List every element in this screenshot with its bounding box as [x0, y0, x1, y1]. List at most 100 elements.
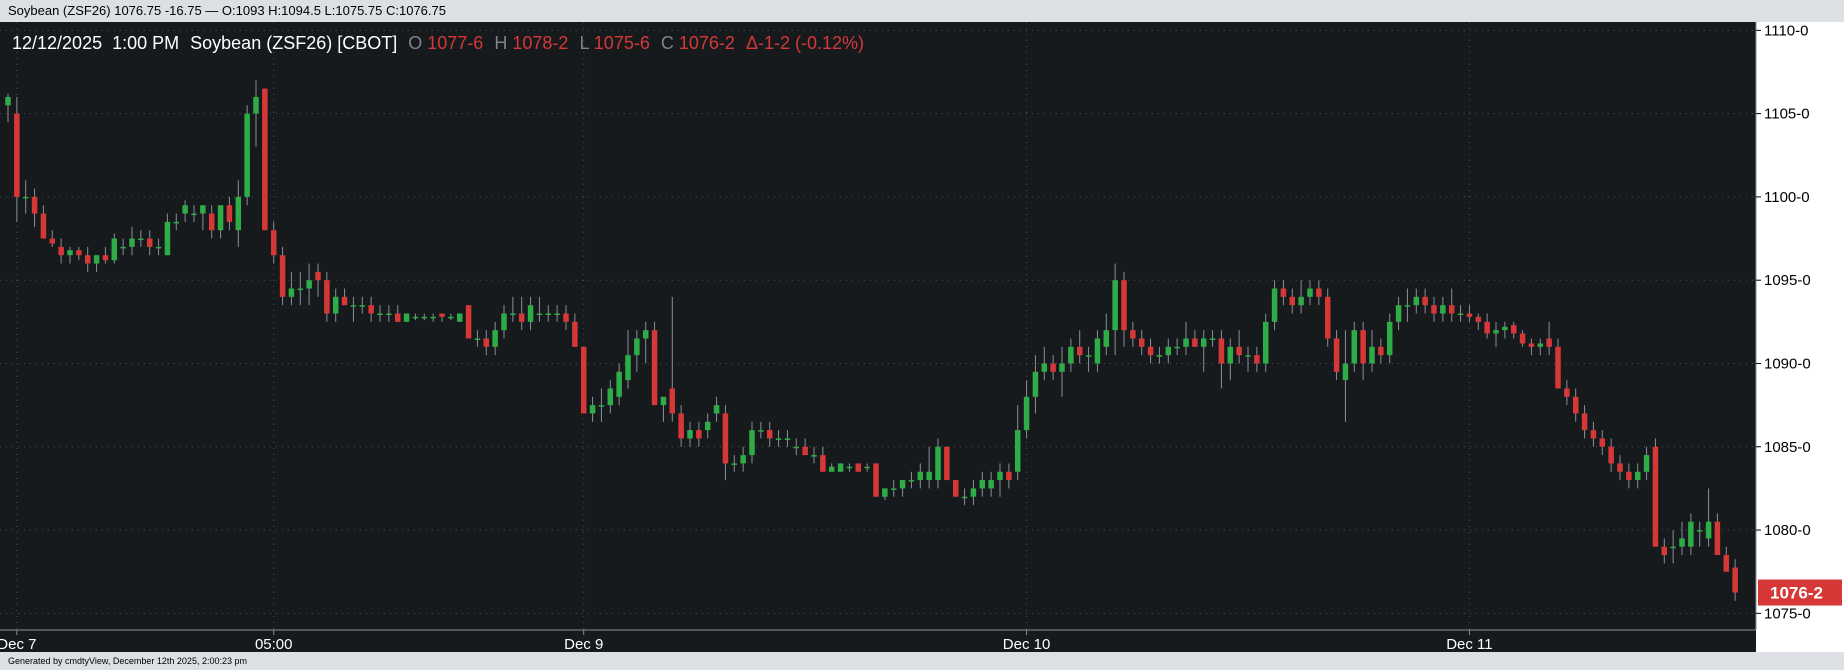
candle-body — [1192, 338, 1198, 347]
candle-body — [731, 463, 738, 465]
x-tick-label: Dec 9 — [564, 636, 603, 652]
y-tick-label: 1090-0 — [1764, 355, 1811, 372]
last-price-badge — [1758, 579, 1842, 606]
candle-body — [642, 330, 649, 339]
candle-body — [1484, 321, 1490, 334]
legend: 12/12/2025 1:00 PM Soybean (ZSF26) [CBOT… — [12, 33, 864, 53]
candle-body — [1236, 346, 1242, 356]
candle-body — [120, 246, 126, 249]
candle-body — [1262, 321, 1269, 364]
candle-body — [84, 255, 91, 264]
candle-body — [1679, 538, 1685, 547]
candle-body — [386, 313, 392, 316]
candle-body — [1564, 388, 1570, 397]
legend-change: Δ-1-2 (-0.12%) — [746, 33, 864, 53]
candle-body — [1714, 521, 1721, 556]
candle-body — [873, 463, 879, 497]
candle-body — [1183, 338, 1189, 347]
legend-close-label: C — [661, 33, 674, 53]
candle-body — [138, 238, 144, 241]
candle-body — [1342, 363, 1349, 381]
candle-body — [1041, 363, 1048, 372]
candle-body — [1094, 338, 1101, 364]
y-tick-label: 1080-0 — [1764, 522, 1811, 539]
candle-body — [111, 238, 118, 261]
candle-body — [1138, 338, 1145, 347]
x-tick-label: 05:00 — [255, 636, 293, 652]
candle-body — [1723, 555, 1730, 572]
candle-body — [1147, 346, 1154, 356]
candle-body — [864, 466, 870, 469]
candle-body — [164, 221, 171, 256]
candle-body — [421, 316, 428, 319]
candle-body — [820, 455, 826, 472]
candle-body — [784, 438, 791, 440]
candle-body — [58, 246, 64, 256]
candle-body — [129, 238, 135, 247]
y-tick-label: 1085-0 — [1764, 439, 1811, 456]
candle-body — [1227, 346, 1234, 364]
candle-body — [1112, 280, 1118, 331]
candle-body — [961, 496, 968, 499]
candle-body — [1209, 338, 1216, 340]
candle-body — [545, 313, 552, 316]
candle-body — [1599, 438, 1606, 447]
candle-body — [1705, 521, 1712, 539]
candle-body — [1519, 333, 1526, 344]
candle-body — [1271, 288, 1278, 322]
candle-body — [1023, 396, 1030, 431]
x-tick-label: Dec 11 — [1446, 636, 1492, 652]
candle-body — [1245, 355, 1251, 357]
legend-high-value: 1078-2 — [512, 33, 568, 53]
candle-body — [182, 205, 188, 214]
candle-body — [926, 471, 932, 481]
candle-body — [1351, 330, 1358, 364]
candle-body — [1732, 567, 1738, 593]
candle-body — [669, 388, 676, 414]
candle-body — [483, 338, 490, 347]
candle-body — [979, 480, 986, 489]
candle-body — [678, 413, 684, 439]
candle-body — [297, 288, 304, 291]
candle-body — [76, 250, 82, 256]
candle-body — [146, 238, 153, 247]
candlestick-chart[interactable]: 1110-0 1105-0 1100-0 1095-0 1090-0 1085-0 1080… — [0, 22, 1844, 652]
candle-body — [465, 305, 472, 339]
candle-body — [899, 480, 906, 489]
candle-body — [191, 213, 197, 216]
candle-body — [1378, 346, 1384, 356]
candle-body — [855, 463, 862, 472]
candle-body — [1537, 343, 1544, 347]
candle-body — [102, 255, 109, 261]
candle-body — [1298, 296, 1304, 306]
candle-body — [651, 330, 658, 406]
candle-body — [572, 321, 578, 347]
candle-body — [997, 471, 1003, 481]
candle-body — [589, 405, 596, 414]
candle-body — [1174, 346, 1180, 349]
candle-body — [1617, 463, 1623, 472]
time-axis-background[interactable] — [0, 630, 1756, 652]
y-tick-label: 1075-0 — [1764, 605, 1811, 622]
y-tick-label: 1105-0 — [1764, 106, 1810, 123]
candle-body — [811, 455, 817, 457]
candle-body — [882, 488, 888, 497]
candle-body — [412, 316, 419, 319]
candle-body — [1395, 305, 1402, 322]
candle-body — [1032, 371, 1039, 397]
candle-body — [1103, 330, 1110, 347]
candle-body — [625, 355, 631, 381]
candle-body — [917, 471, 924, 481]
candle-body — [93, 255, 100, 264]
candle-body — [368, 305, 374, 314]
candle-body — [749, 430, 755, 456]
candle-body — [315, 271, 321, 281]
candle-body — [1280, 288, 1287, 297]
candle-body — [1307, 288, 1313, 297]
price-axis-background[interactable] — [1756, 22, 1844, 652]
candle-body — [687, 430, 693, 439]
candle-body — [200, 205, 206, 214]
candle-body — [988, 480, 994, 489]
candles — [5, 80, 1738, 601]
candle-body — [607, 388, 614, 406]
